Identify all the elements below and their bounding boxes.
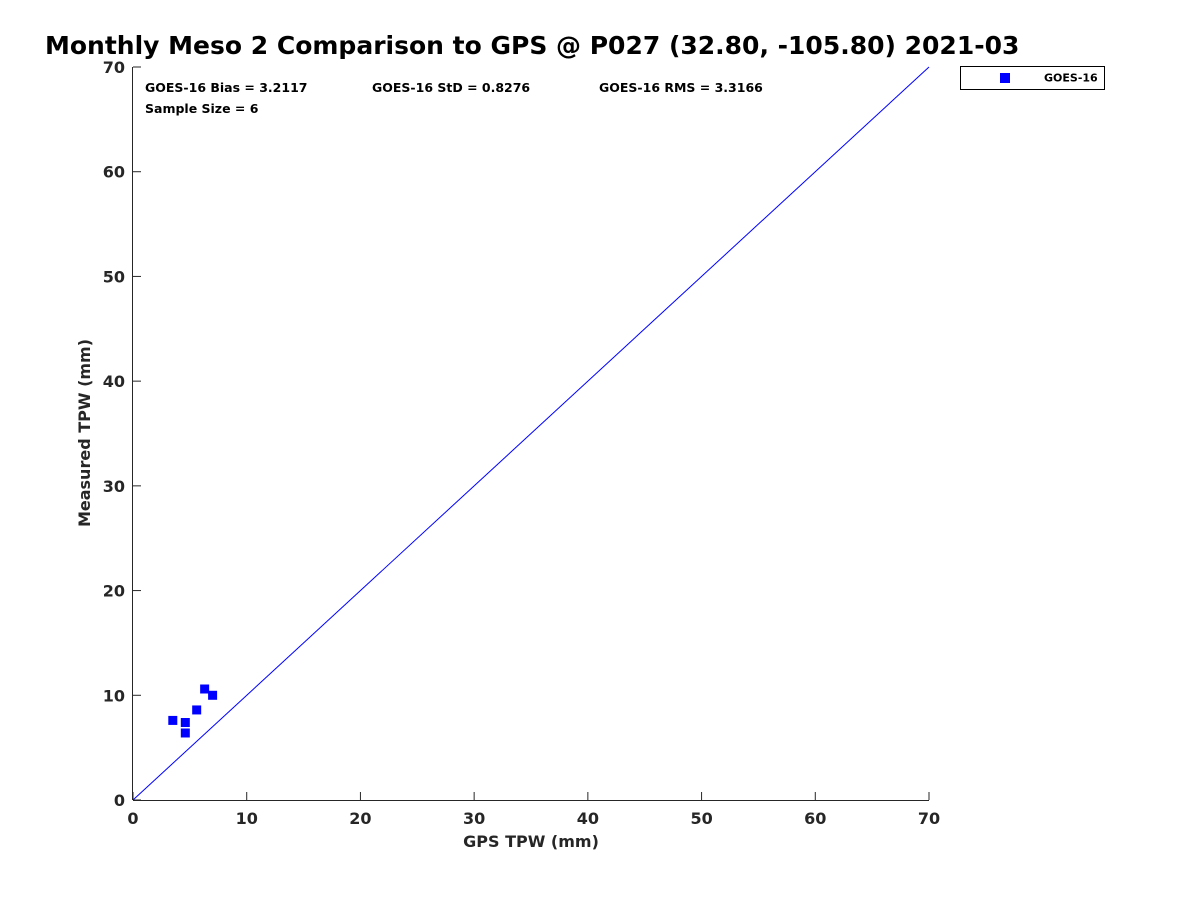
data-point: [168, 715, 178, 725]
x-tick-label: 40: [577, 809, 599, 828]
x-tick-label: 20: [349, 809, 371, 828]
bias-stat: GOES-16 Bias = 3.2117: [145, 80, 307, 95]
legend-label: GOES-16: [1044, 72, 1098, 85]
data-point: [192, 705, 202, 715]
std-stat: GOES-16 StD = 0.8276: [372, 80, 530, 95]
legend-box: [960, 66, 1105, 90]
rms-stat: GOES-16 RMS = 3.3166: [599, 80, 763, 95]
y-tick-label: 60: [103, 163, 125, 182]
axes: 0 10 20 30 40 50 60 70 0 10 20 30 40 50 60 70: [103, 58, 940, 828]
y-axis-label: Measured TPW (mm): [75, 339, 94, 527]
y-tick-label: 20: [103, 582, 125, 601]
data-point: [180, 718, 190, 728]
x-tick-label: 10: [236, 809, 258, 828]
x-tick-label: 0: [127, 809, 138, 828]
x-tick-label: 30: [463, 809, 485, 828]
y-tick-label: 70: [103, 58, 125, 77]
legend: GOES-16: [960, 66, 1105, 90]
sample-size-stat: Sample Size = 6: [145, 101, 259, 116]
data-point: [208, 690, 218, 700]
x-tick-label: 70: [918, 809, 940, 828]
chart-title: Monthly Meso 2 Comparison to GPS @ P027 …: [45, 31, 1019, 60]
data-points: [168, 684, 218, 738]
y-tick-label: 0: [114, 791, 125, 810]
x-tick-label: 60: [804, 809, 826, 828]
data-point: [200, 684, 210, 694]
one-to-one-line: [132, 66, 930, 801]
y-tick-label: 50: [103, 267, 125, 286]
x-axis-label: GPS TPW (mm): [463, 832, 599, 851]
x-tick-label: 50: [690, 809, 712, 828]
y-tick-label: 10: [103, 686, 125, 705]
reference-line-group: [132, 66, 930, 801]
legend-marker: [1000, 73, 1010, 83]
y-tick-label: 30: [103, 477, 125, 496]
data-point: [180, 728, 190, 738]
y-tick-label: 40: [103, 372, 125, 391]
